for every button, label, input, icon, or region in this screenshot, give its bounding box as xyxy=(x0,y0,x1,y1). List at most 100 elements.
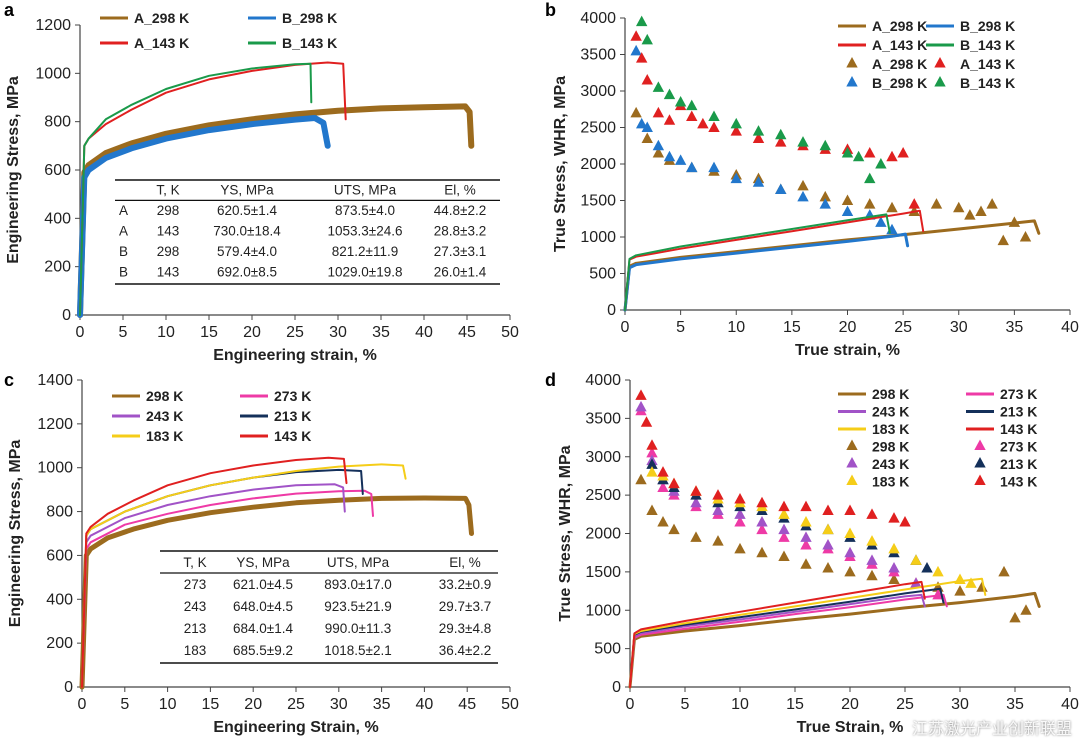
marker-point xyxy=(652,147,665,158)
y-tick-label: 1000 xyxy=(585,602,621,619)
x-tick-label: 50 xyxy=(501,324,519,341)
series-line-298-k xyxy=(628,591,1041,689)
y-tick-label: 400 xyxy=(44,210,71,227)
marker-point xyxy=(708,121,720,132)
legend-label: A_143 K xyxy=(872,37,927,53)
marker-point xyxy=(964,209,976,220)
x-tick-label: 45 xyxy=(458,324,476,341)
marker-point xyxy=(888,573,900,585)
marker-point xyxy=(800,515,812,527)
marker-point xyxy=(888,562,900,573)
legend-label: A_143 K xyxy=(960,56,1015,72)
y-tick-label: 4000 xyxy=(580,10,616,27)
series-line-143-k xyxy=(81,456,348,688)
marker-point xyxy=(734,508,746,519)
marker-point xyxy=(730,125,742,136)
table-cell: 579.4±4.0 xyxy=(217,244,277,259)
marker-point xyxy=(686,99,698,111)
marker-point xyxy=(635,15,648,27)
marker-point xyxy=(630,30,642,41)
legend-label: 298 K xyxy=(872,439,909,455)
table-cell: 273 xyxy=(184,577,207,592)
x-tick-label: 40 xyxy=(1061,696,1079,713)
marker-point xyxy=(652,81,665,92)
x-tick-label: 20 xyxy=(244,696,262,713)
marker-point xyxy=(668,523,680,535)
marker-point xyxy=(756,546,768,558)
marker-point xyxy=(897,147,909,158)
table-cell: A xyxy=(119,223,128,238)
table-cell: 29.7±3.7 xyxy=(439,599,491,614)
legend-label: 213 K xyxy=(1000,456,1037,472)
legend-label: A_143 K xyxy=(134,35,189,51)
y-tick-label: 1200 xyxy=(35,17,71,34)
table-cell: 298 xyxy=(157,244,180,259)
marker-point xyxy=(921,562,933,573)
table-cell: 1029.0±19.8 xyxy=(328,264,403,279)
legend-label: 143 K xyxy=(1000,474,1037,490)
legend-label: B_298 K xyxy=(282,10,337,26)
marker-point xyxy=(1020,604,1032,615)
table-cell: 33.2±0.9 xyxy=(439,577,491,592)
marker-series-243-k xyxy=(635,400,922,588)
legend-label: 243 K xyxy=(872,404,909,420)
marker-point xyxy=(646,439,658,450)
legend-label: 213 K xyxy=(1000,404,1037,420)
marker-point xyxy=(674,95,687,107)
marker-point xyxy=(686,161,698,173)
y-axis-label: True Stress, WHR, MPa xyxy=(557,445,574,621)
panel-c: c 0 5 10 15 20 25 30 35 40 45 50 0 200 400 600 800 1000 12… xyxy=(4,370,519,736)
legend-swatch-marker xyxy=(974,439,986,450)
marker-point xyxy=(635,117,648,129)
x-tick-label: 5 xyxy=(119,324,128,341)
marker-point xyxy=(652,139,665,151)
y-tick-label: 500 xyxy=(589,266,616,283)
legend-label: B_143 K xyxy=(282,35,337,51)
marker-point xyxy=(797,136,809,147)
legend-swatch-marker xyxy=(934,57,946,68)
table-cell: A xyxy=(119,203,128,218)
x-tick-label: 45 xyxy=(458,696,476,713)
x-tick-label: 20 xyxy=(243,324,261,341)
legend-swatch-marker xyxy=(846,474,858,485)
y-tick-label: 1000 xyxy=(37,460,73,477)
x-tick-label: 35 xyxy=(372,324,390,341)
table-cell: 692.0±8.5 xyxy=(217,264,277,279)
panel-b: b 0 5 10 15 20 25 30 35 40 0 500 1000 1500 2000 2500 300… xyxy=(545,0,1079,359)
table-cell: 183 xyxy=(184,643,207,658)
marker-point xyxy=(635,473,647,485)
data-table: T, K YS, MPa UTS, MPa El, % 273 621.0±4.5 893.… xyxy=(160,547,498,675)
y-tick-label: 600 xyxy=(46,547,73,564)
marker-point xyxy=(646,446,658,458)
series-line-a-298-k xyxy=(623,219,1041,312)
series-line-a-298-k xyxy=(77,103,475,318)
marker-point xyxy=(641,132,653,143)
marker-point xyxy=(657,466,669,477)
table-cell: 648.0±4.5 xyxy=(233,599,293,614)
y-tick-label: 4000 xyxy=(585,372,621,389)
panel-label-a: a xyxy=(4,0,15,20)
table-cell: 621.0±4.5 xyxy=(233,577,293,592)
y-tick-label: 1000 xyxy=(580,229,616,246)
marker-point xyxy=(822,539,834,550)
legend: 298 K 273 K 243 K 213 K 183 K 143 K xyxy=(112,388,311,444)
marker-point xyxy=(800,558,812,569)
legend-label: 143 K xyxy=(274,428,311,444)
panel-a: a 0 5 10 15 20 25 30 35 40 45 50 0 200 400 600 800 1000 12… xyxy=(4,0,519,364)
x-tick-label: 0 xyxy=(78,696,87,713)
table-cell: 873.5±4.0 xyxy=(335,203,395,218)
marker-point xyxy=(778,508,790,519)
marker-point xyxy=(641,33,653,45)
marker-point xyxy=(712,504,724,515)
x-tick-label: 15 xyxy=(783,319,801,336)
marker-point xyxy=(775,128,787,140)
y-axis-label: Engineering Stress, MPa xyxy=(5,76,22,264)
marker-point xyxy=(866,535,878,546)
marker-point xyxy=(954,585,966,596)
table-cell: 730.0±18.4 xyxy=(213,223,281,238)
table-header-cell: YS, MPa xyxy=(236,555,290,570)
x-axis-label: True strain, % xyxy=(795,342,900,359)
legend: A_298 K B_298 K A_143 K B_143 K A_298 K A_143… xyxy=(838,18,1015,91)
marker-point xyxy=(734,515,746,527)
